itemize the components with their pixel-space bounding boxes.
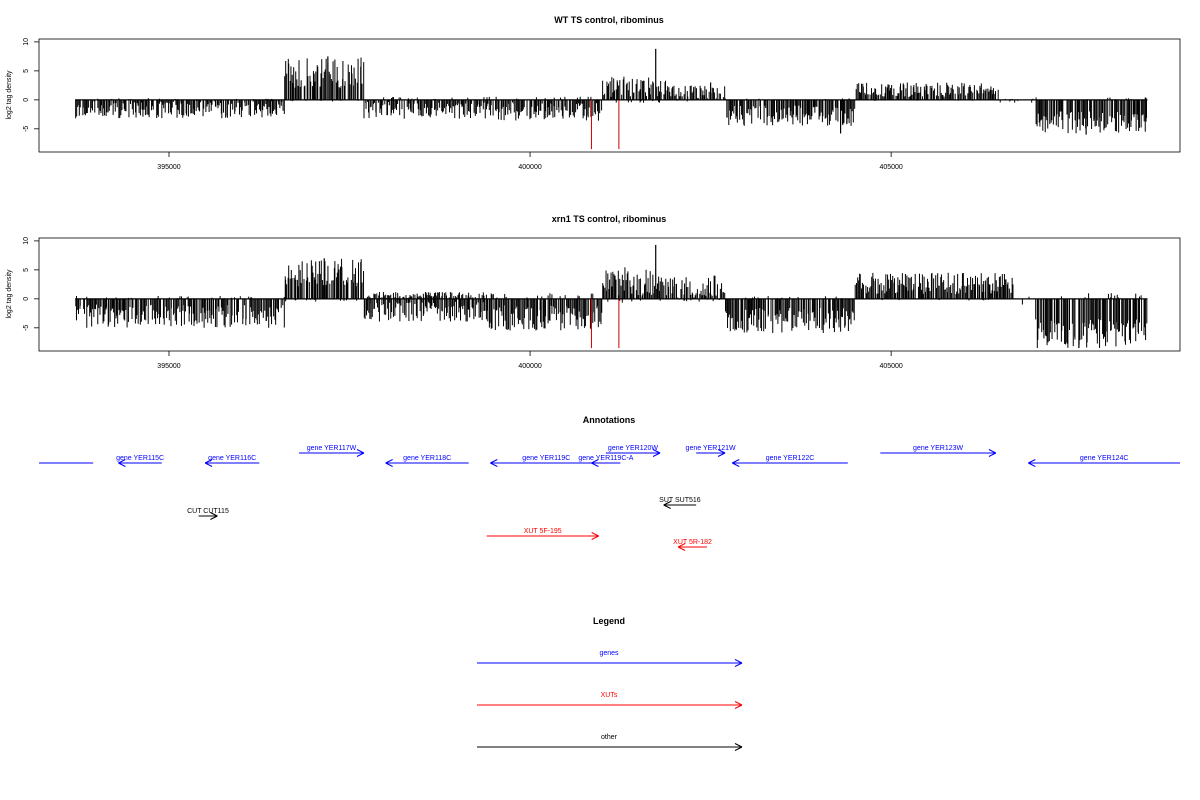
annotation-arrow-head xyxy=(204,462,213,467)
plot-frame xyxy=(38,237,1181,352)
annotation-label: gene YER116C xyxy=(208,455,256,462)
legend-title: Legend xyxy=(593,616,625,626)
y-tick-label: 0 xyxy=(23,297,30,301)
plot-frame xyxy=(38,38,1181,153)
annotation-arrow-head xyxy=(356,452,365,457)
annotation-label: XUT 5F-195 xyxy=(524,528,562,535)
legend-label: XUTs xyxy=(601,692,618,699)
y-tick-label: -5 xyxy=(23,126,30,132)
annotation-track: Annotations gene YER115C gene YER116C gene… xyxy=(39,415,1180,551)
y-axis: 10 5 0 -5 xyxy=(23,38,39,132)
annotation-arrow-head xyxy=(210,515,218,520)
x-axis: 395000 400000 405000 xyxy=(157,152,903,171)
annotation-arrow-head xyxy=(652,449,661,454)
annotation-label: gene YER121W xyxy=(686,445,736,452)
density-bars xyxy=(75,244,1148,349)
panel-title: xrn1 TS control, ribominus xyxy=(552,214,667,224)
legend-arrow-head xyxy=(734,662,743,667)
annotation-arrow-head xyxy=(490,459,498,464)
annotation-arrow-head xyxy=(118,459,126,464)
annotation-label: gene YER120W xyxy=(608,445,658,452)
annotation-arrow-head xyxy=(118,462,126,467)
annotation-label: gene YER119C-A xyxy=(578,455,633,462)
annotation-arrow-head xyxy=(717,449,726,454)
annotation-arrow-head xyxy=(988,449,997,454)
legend-arrow-head xyxy=(734,746,743,751)
red-markers xyxy=(590,99,620,150)
annotation-label: SUT SUT516 xyxy=(659,497,701,504)
annotation-label: gene YER115C xyxy=(116,455,164,462)
annotation-arrow-head xyxy=(988,452,997,457)
annotation-arrow-head xyxy=(356,449,365,454)
legend-arrow-head xyxy=(734,701,743,706)
x-tick-label: 405000 xyxy=(879,363,902,370)
wt-density-panel: WT TS control, ribominus log2 tag densit… xyxy=(6,15,1181,171)
annotation-arrow-head xyxy=(663,501,671,506)
annotation-label: gene YER117W xyxy=(307,445,357,452)
y-tick-label: 10 xyxy=(23,237,30,245)
panel-title: WT TS control, ribominus xyxy=(554,15,664,25)
annotation-arrow-head xyxy=(1028,459,1036,464)
y-tick-label: 0 xyxy=(23,98,30,102)
x-tick-label: 400000 xyxy=(518,164,541,171)
x-axis: 395000 400000 405000 xyxy=(157,351,903,370)
annotation-label: gene YER119C xyxy=(522,455,570,462)
legend-arrow-head xyxy=(734,704,743,709)
y-tick-label: 5 xyxy=(23,268,30,272)
y-tick-label: 5 xyxy=(23,69,30,73)
annotation-label: XUT 5R-182 xyxy=(673,539,712,546)
annotation-arrow-head xyxy=(677,543,686,548)
annotation-arrow-head xyxy=(732,459,740,464)
xrn1-density-panel: xrn1 TS control, ribominus log2 tag dens… xyxy=(6,214,1181,370)
density-bars xyxy=(75,48,1148,135)
annotation-arrow-head xyxy=(717,452,726,457)
legend-label: other xyxy=(601,734,618,741)
legend-arrow-head xyxy=(734,659,743,664)
annotation-label: CUT CUT115 xyxy=(187,508,229,515)
legend: Legend genes XUTs other xyxy=(477,616,743,751)
x-tick-label: 400000 xyxy=(518,363,541,370)
annotation-arrow-head xyxy=(663,504,671,509)
annotation-arrow-head xyxy=(591,459,599,464)
y-tick-label: 10 xyxy=(23,38,30,46)
y-axis-label: log2 tag density xyxy=(6,269,13,319)
annotation-arrow-head xyxy=(385,459,393,464)
annotation-arrow-head xyxy=(732,462,740,467)
annotation-arrow-head xyxy=(677,546,686,551)
annotation-arrow-head xyxy=(591,462,599,467)
y-axis: 10 5 0 -5 xyxy=(23,237,39,331)
annotation-label: gene YER124C xyxy=(1080,455,1129,462)
annotation-arrow-head xyxy=(385,462,393,467)
legend-arrow-head xyxy=(734,743,743,748)
annotation-arrow-head xyxy=(204,459,213,464)
annotation-arrow-head xyxy=(591,535,599,540)
annotation-arrow-head xyxy=(591,532,599,537)
annotation-label: gene YER122C xyxy=(766,455,815,462)
y-axis-label: log2 tag density xyxy=(6,70,13,120)
annotation-label: gene YER123W xyxy=(913,445,963,452)
annotations-title: Annotations xyxy=(583,415,636,425)
legend-label: genes xyxy=(599,650,619,657)
annotation-arrow-head xyxy=(1028,462,1036,467)
red-markers xyxy=(590,298,620,349)
x-tick-label: 395000 xyxy=(157,363,180,370)
annotation-arrow-head xyxy=(652,452,661,457)
annotation-label: gene YER118C xyxy=(403,455,451,462)
x-tick-label: 405000 xyxy=(879,164,902,171)
annotation-arrow-head xyxy=(490,462,498,467)
annotation-arrow-head xyxy=(210,512,218,517)
x-tick-label: 395000 xyxy=(157,164,180,171)
y-tick-label: -5 xyxy=(23,325,30,331)
